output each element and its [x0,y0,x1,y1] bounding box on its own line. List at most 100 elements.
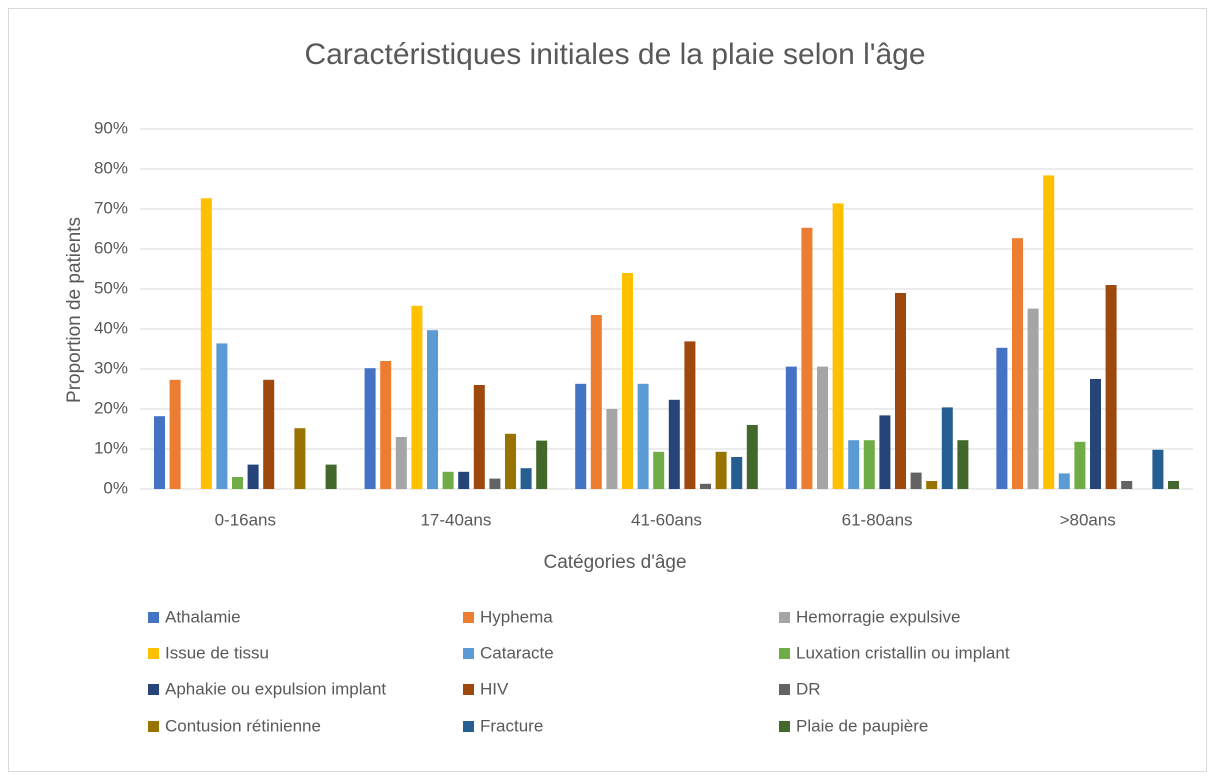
legend-marker [148,612,159,623]
bar [411,305,423,489]
y-axis-label: Proportion de patients [64,217,85,403]
bar [746,425,758,489]
bar [715,451,727,489]
bar [364,368,376,489]
bar [785,366,797,489]
legend-marker [463,684,474,695]
bar [817,366,828,489]
bar [910,472,922,489]
bar [653,451,665,489]
bar [1152,449,1164,489]
y-tick-label: 10% [94,438,128,457]
bar [996,347,1008,489]
legend-label: Athalamie [165,607,241,626]
legend-marker [779,721,790,732]
bar [395,437,407,489]
bar [473,385,485,489]
bar [1012,238,1023,489]
bar [380,361,392,489]
bar [941,407,953,489]
legend-marker [463,648,474,659]
bar [848,440,860,489]
bar [216,343,228,489]
y-tick-label: 20% [94,398,128,417]
bar [232,477,243,489]
bar [863,440,875,489]
bar [895,293,906,489]
bar [536,440,548,489]
bar [622,273,633,489]
legend-marker [148,684,159,695]
bar [1027,308,1039,489]
legend-label: DR [796,679,821,698]
bar [801,227,813,490]
legend-label: Hyphema [480,607,553,626]
legend-label: Fracture [480,716,543,735]
bar [520,468,532,489]
bar [169,379,181,489]
bar [926,481,938,489]
bar [263,379,275,489]
legend-label: Hemorragie expulsive [796,607,960,626]
bar [700,483,711,489]
bar [154,416,165,489]
legend-label: Aphakie ou expulsion implant [165,679,386,698]
x-axis-label: Catégories d'âge [543,552,686,573]
bar [1090,379,1101,489]
legend-label: Contusion rétinienne [165,716,321,735]
legend-marker [463,721,474,732]
bar [1105,285,1117,489]
bar [427,330,438,489]
legend-label: Luxation cristallin ou implant [796,643,1010,662]
y-tick-label: 60% [94,238,128,257]
bar [442,471,454,489]
bar [957,440,969,489]
legend-marker [779,648,790,659]
y-tick-label: 90% [94,118,128,137]
bar [832,203,844,489]
chart-title: Caractéristiques initiales de la plaie s… [304,38,925,71]
legend-marker [463,612,474,623]
bar [590,315,602,489]
bar [1168,481,1179,489]
legend-marker [148,721,159,732]
bar [1121,481,1133,489]
x-tick-label: 61-80ans [842,510,913,529]
bar [731,457,743,489]
bar [575,383,587,489]
x-tick-label: 17-40ans [420,510,491,529]
bar [458,471,470,489]
x-tick-label: 41-60ans [631,510,702,529]
x-tick-label: >80ans [1060,510,1116,529]
bar [637,383,649,489]
legend-marker [148,648,159,659]
bar [879,415,891,489]
y-tick-label: 0% [103,478,128,497]
bar [247,464,259,489]
bar [1074,441,1086,489]
bar [294,428,306,489]
legend-label: Cataracte [480,643,554,662]
y-tick-label: 30% [94,358,128,377]
legend-marker [779,612,790,623]
bar [325,464,337,489]
bar [505,433,516,489]
legend-label: HIV [480,679,509,698]
bar [606,409,618,489]
y-tick-label: 80% [94,158,128,177]
bar [668,399,680,489]
bar [684,341,696,489]
x-tick-label: 0-16ans [215,510,276,529]
y-tick-label: 70% [94,198,128,217]
bar [200,198,212,489]
legend-label: Plaie de paupière [796,716,928,735]
bar [1043,175,1055,489]
y-tick-label: 40% [94,318,128,337]
legend-marker [779,684,790,695]
y-tick-label: 50% [94,278,128,297]
bar [489,478,501,489]
bar [1058,473,1070,489]
legend-label: Issue de tissu [165,643,269,662]
